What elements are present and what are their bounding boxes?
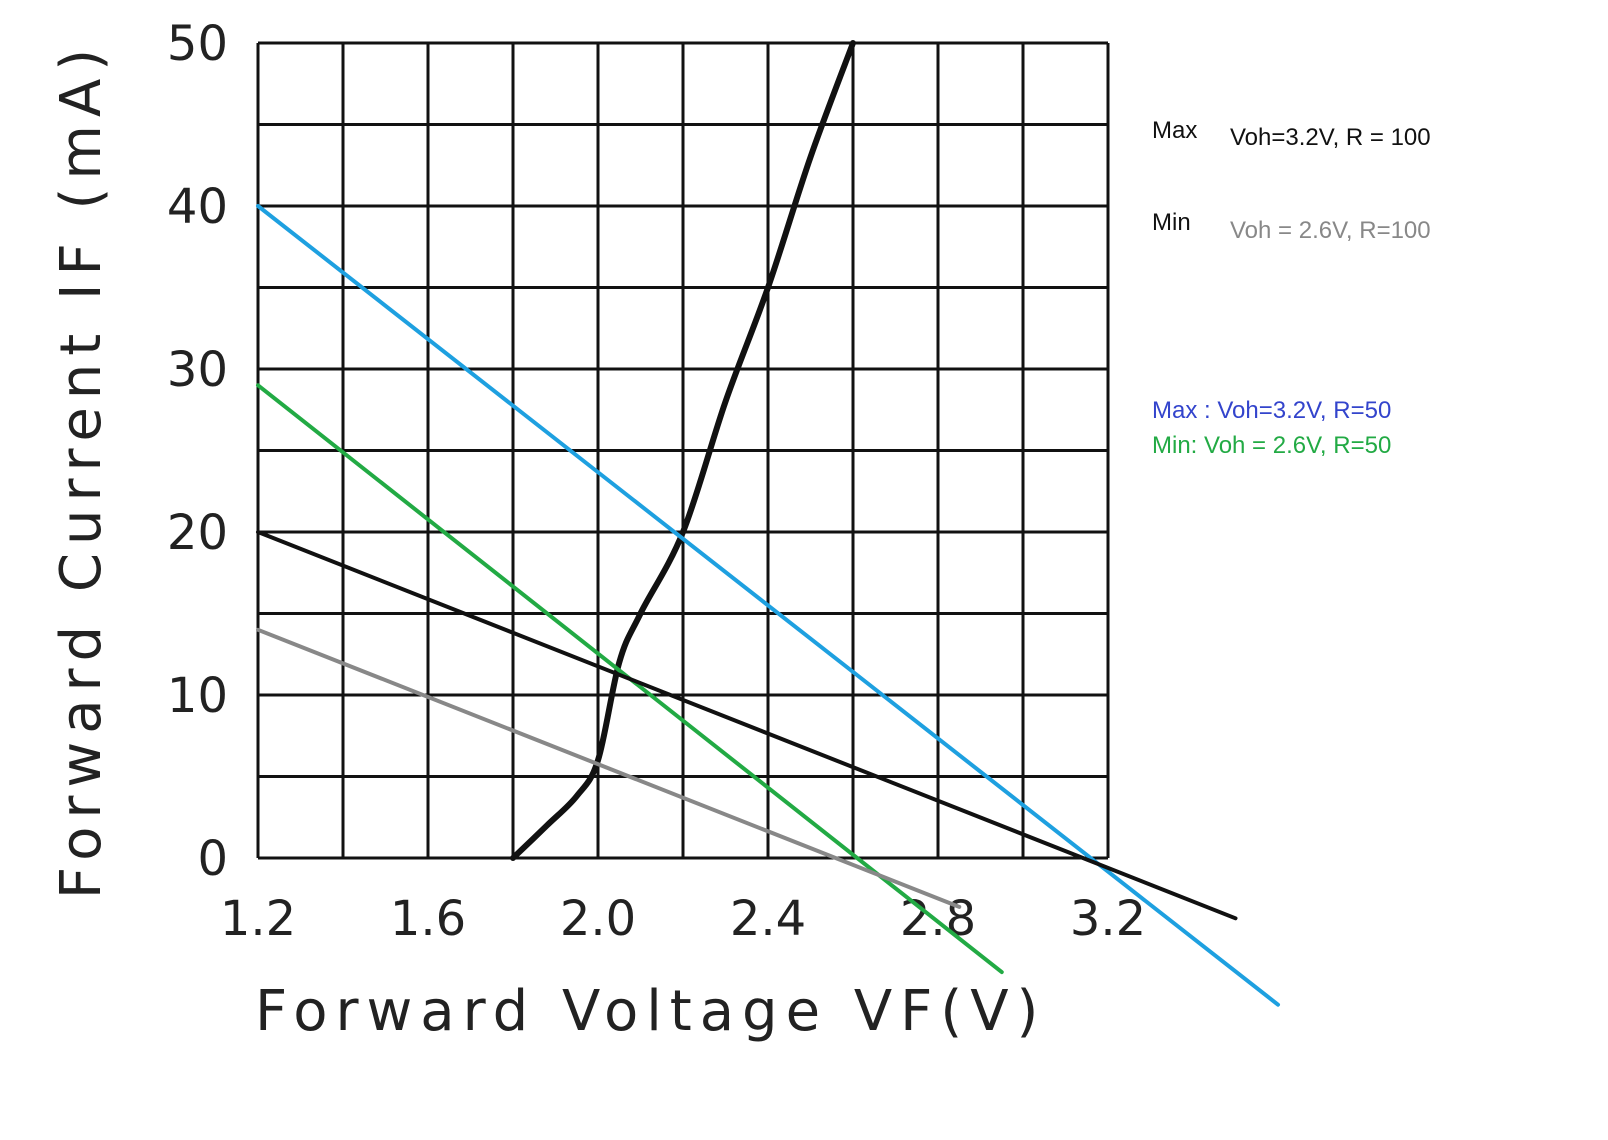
- y-tick-label: 50: [167, 16, 228, 72]
- y-tick-label: 30: [167, 342, 228, 398]
- legend-entry-max-r100: Voh=3.2V, R = 100: [1230, 124, 1431, 151]
- legend-entry-min-r100: Voh = 2.6V, R=100: [1230, 217, 1431, 244]
- legend: Max Voh=3.2V, R = 100 Min Voh = 2.6V, R=…: [1152, 117, 1431, 459]
- x-tick-label: 2.0: [560, 891, 636, 947]
- load-line-3: [256, 530, 1238, 921]
- legend-label-min: Min: [1152, 209, 1191, 236]
- load-line-1: [256, 204, 1280, 1007]
- legend-label-max: Max: [1152, 117, 1197, 144]
- legend-entry-min-r50: Min: Voh = 2.6V, R=50: [1152, 432, 1391, 459]
- y-axis-title: Forward Current IF (mA): [49, 41, 114, 899]
- x-tick-label: 1.2: [220, 891, 296, 947]
- y-tick-label: 10: [167, 668, 228, 724]
- y-tick-label: 40: [167, 179, 228, 235]
- x-tick-label: 3.2: [1070, 891, 1146, 947]
- y-tick-label: 0: [197, 831, 228, 887]
- x-axis-title: Forward Voltage VF(V): [255, 979, 1046, 1044]
- chart-grid: [256, 41, 1110, 860]
- y-tick-label: 20: [167, 505, 228, 561]
- x-tick-label: 2.4: [730, 891, 806, 947]
- diode-iv-curve: [510, 40, 856, 861]
- chart-curves: [256, 40, 1280, 1007]
- legend-entry-max-r50: Max : Voh=3.2V, R=50: [1152, 397, 1391, 424]
- x-tick-label: 1.6: [390, 891, 466, 947]
- load-line-4: [256, 627, 962, 909]
